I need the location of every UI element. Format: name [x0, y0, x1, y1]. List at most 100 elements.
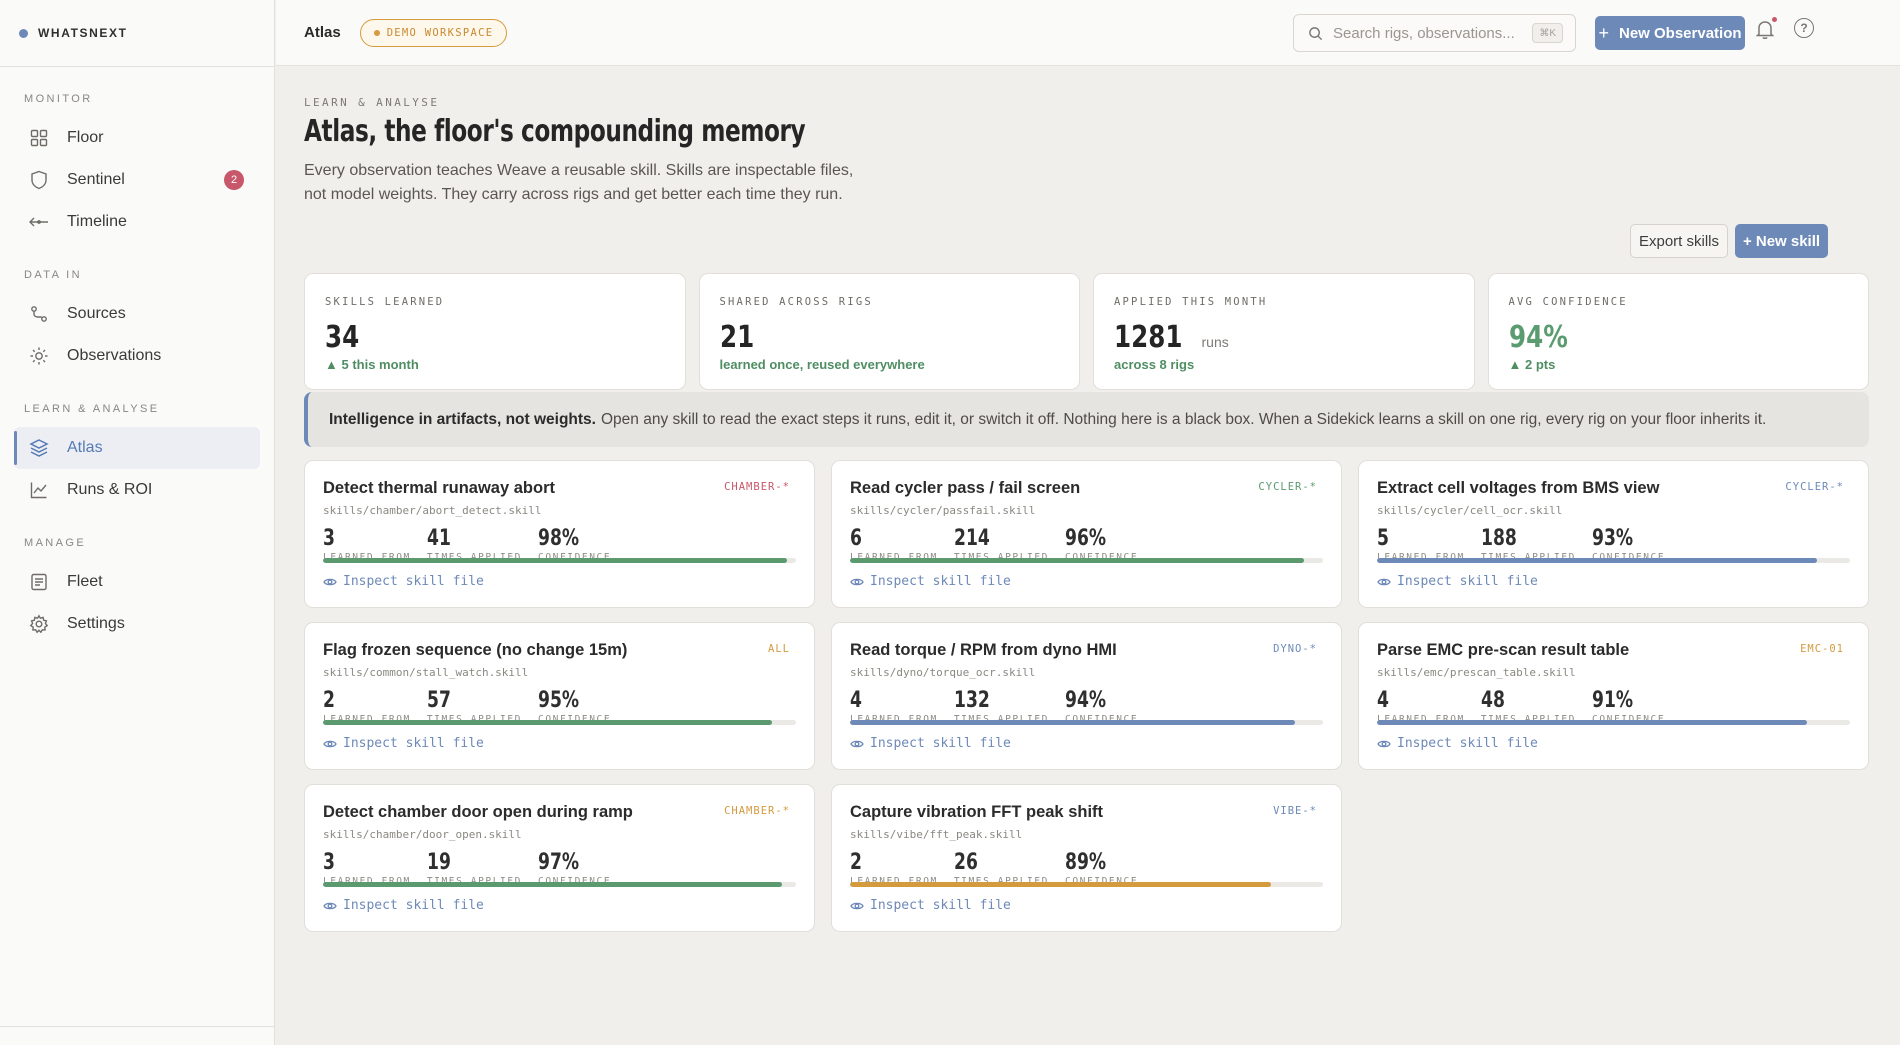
stat-unit: runs: [1201, 334, 1229, 350]
metric-learned-from: 3LEARNED FROM: [323, 850, 411, 888]
skill-card[interactable]: Flag frozen sequence (no change 15m) ALL s…: [304, 622, 815, 770]
metric-label: CONFIDENCE: [1592, 552, 1665, 563]
new-skill-button[interactable]: + New skill: [1735, 224, 1828, 258]
rig-scope-tag: VIBE-*: [1273, 805, 1317, 817]
sidebar-item-sources[interactable]: Sources: [14, 293, 260, 335]
metric-confidence: 93%CONFIDENCE: [1592, 528, 1665, 564]
workspace-badge: DEMO WORKSPACE: [359, 18, 508, 47]
rig-scope-tag: CYCLER-*: [1258, 481, 1317, 493]
eye-icon: [323, 578, 337, 585]
metric-value: 3: [323, 526, 335, 551]
gear-icon: [29, 614, 49, 634]
sentinel-count-badge: 2: [224, 170, 244, 190]
metric-label: TIMES APPLIED: [954, 714, 1049, 725]
metric-learned-from: 3LEARNED FROM: [323, 526, 411, 564]
new-observation-button[interactable]: + New Observation: [1595, 16, 1745, 50]
sidebar-item-timeline[interactable]: Timeline: [14, 201, 260, 243]
sidebar-item-observations[interactable]: Observations: [14, 335, 260, 377]
metric-value: 132: [953, 688, 990, 713]
skill-card[interactable]: Read cycler pass / fail screen CYCLER-* sk…: [831, 460, 1342, 608]
skill-card[interactable]: Read torque / RPM from dyno HMI DYNO-* ski…: [831, 622, 1342, 770]
layers-icon: [29, 438, 49, 458]
sidebar-item-floor[interactable]: Floor: [14, 117, 260, 159]
metric-confidence: 97%CONFIDENCE: [538, 850, 611, 888]
skill-file-path: skills/chamber/door_open.skill: [323, 828, 522, 841]
sidebar-footer-divider: [0, 1026, 274, 1027]
eye-icon: [1377, 740, 1391, 747]
inspect-skill-file-link[interactable]: Inspect skill file: [1377, 736, 1538, 751]
help-icon: ?: [1800, 21, 1808, 35]
skill-card[interactable]: Parse EMC pre-scan result table EMC-01 ski…: [1358, 622, 1869, 770]
brand-name: WHATSNEXT: [38, 26, 128, 40]
confidence-bar: [323, 558, 796, 563]
metric-label: TIMES APPLIED: [954, 552, 1049, 563]
metric-confidence: 95%CONFIDENCE: [538, 690, 611, 726]
skill-card[interactable]: Detect chamber door open during ramp CHAM…: [304, 784, 815, 932]
inspect-skill-file-link[interactable]: Inspect skill file: [323, 898, 484, 913]
confidence-bar: [1377, 558, 1850, 563]
inspect-skill-file-link[interactable]: Inspect skill file: [850, 736, 1011, 751]
rig-scope-tag: CHAMBER-*: [724, 481, 790, 493]
eye-icon: [323, 902, 337, 909]
inspect-label: Inspect skill file: [870, 736, 1011, 751]
search-input[interactable]: [1333, 24, 1533, 42]
skill-metrics: 4LEARNED FROM 48TIMES APPLIED 91%CONFIDENC…: [1377, 690, 1850, 726]
inspect-skill-file-link[interactable]: Inspect skill file: [850, 898, 1011, 913]
main-content: LEARN & ANALYSE Atlas, the floor's compo…: [276, 67, 1900, 1045]
sidebar-item-sentinel[interactable]: Sentinel 2: [14, 159, 260, 201]
notifications-button[interactable]: [1754, 17, 1777, 40]
stat-sub: learned once, reused everywhere: [719, 357, 925, 372]
skill-card[interactable]: Capture vibration FFT peak shift VIBE-* sk…: [831, 784, 1342, 932]
metric-value: 6: [850, 526, 862, 551]
inspect-skill-file-link[interactable]: Inspect skill file: [1377, 574, 1538, 589]
inspect-skill-file-link[interactable]: Inspect skill file: [323, 736, 484, 751]
metric-times-applied: 57TIMES APPLIED: [427, 690, 522, 726]
metric-confidence: 98%CONFIDENCE: [538, 528, 611, 564]
skill-metrics: 4LEARNED FROM 132TIMES APPLIED 94%CONFIDEN…: [850, 688, 1323, 726]
topbar: Atlas DEMO WORKSPACE ⌘K + New Observatio…: [276, 0, 1900, 66]
confidence-bar-fill: [323, 720, 773, 725]
inspect-label: Inspect skill file: [343, 736, 484, 751]
rig-scope-tag: CHAMBER-*: [724, 805, 790, 817]
inspect-skill-file-link[interactable]: Inspect skill file: [850, 574, 1011, 589]
sidebar-item-atlas[interactable]: Atlas: [14, 427, 260, 469]
metric-label: LEARNED FROM: [323, 714, 411, 725]
section-label-learn-analyse: LEARN & ANALYSE: [24, 403, 160, 415]
notification-dot: [1772, 17, 1777, 22]
search-box[interactable]: ⌘K: [1293, 14, 1576, 52]
info-callout: Intelligence in artifacts, not weights. …: [304, 392, 1869, 447]
metric-label: TIMES APPLIED: [427, 714, 522, 725]
metric-confidence: 96%CONFIDENCE: [1065, 528, 1138, 564]
rig-scope-tag: ALL: [768, 643, 790, 655]
confidence-bar: [1377, 720, 1850, 725]
metric-times-applied: 26TIMES APPLIED: [953, 850, 1049, 888]
search-shortcut-hint: ⌘K: [1532, 23, 1563, 43]
metric-learned-from: 2LEARNED FROM: [850, 852, 938, 888]
skill-name: Flag frozen sequence (no change 15m): [323, 641, 628, 659]
help-button[interactable]: ?: [1794, 18, 1814, 38]
brand[interactable]: WHATSNEXT: [0, 0, 274, 67]
sidebar-item-runs-roi[interactable]: Runs & ROI: [14, 469, 260, 511]
metric-learned-from: 6LEARNED FROM: [850, 526, 938, 564]
sidebar-item-settings[interactable]: Settings: [14, 603, 260, 645]
metric-value: 97%: [538, 850, 580, 875]
inspect-label: Inspect skill file: [870, 574, 1011, 589]
skill-card[interactable]: Detect thermal runaway abort CHAMBER-* ski…: [304, 460, 815, 608]
metric-times-applied: 41TIMES APPLIED: [427, 528, 522, 564]
sun-icon: [29, 346, 49, 366]
metric-label: CONFIDENCE: [538, 552, 611, 563]
sidebar-item-fleet[interactable]: Fleet: [14, 561, 260, 603]
export-skills-button[interactable]: Export skills: [1630, 224, 1728, 258]
skill-card[interactable]: Extract cell voltages from BMS view CYCLE…: [1358, 460, 1869, 608]
metric-value: 3: [323, 850, 335, 875]
plus-icon: +: [1598, 22, 1609, 43]
page-breadcrumb: Atlas: [304, 24, 341, 41]
metric-times-applied: 214TIMES APPLIED: [954, 528, 1049, 564]
stat-card-applied-this-month: APPLIED THIS MONTH 1281 runs across 8 rig…: [1093, 273, 1475, 390]
stat-value: 1281: [1114, 320, 1183, 355]
metric-value: 2: [323, 688, 335, 713]
metric-value: 26: [953, 850, 978, 875]
stat-sub: ▲ 2 pts: [1508, 357, 1556, 372]
eye-icon: [323, 740, 337, 747]
inspect-skill-file-link[interactable]: Inspect skill file: [323, 574, 484, 589]
